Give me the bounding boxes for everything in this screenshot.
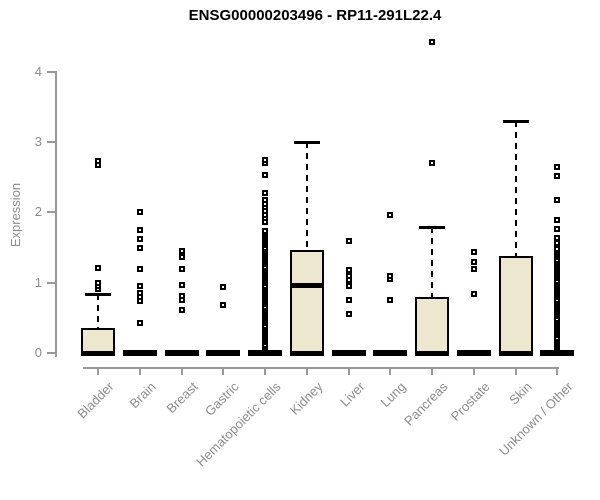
- x-tick: [222, 369, 225, 375]
- outlier-point: [470, 290, 477, 297]
- median-kidney: [289, 282, 324, 288]
- box-pancreas: [415, 296, 450, 356]
- outlier-point: [262, 197, 269, 204]
- whisker-cap-kidney: [293, 141, 320, 145]
- outlier-point: [95, 158, 102, 165]
- outlier-point: [345, 283, 352, 290]
- outlier-point: [178, 254, 185, 261]
- x-tick: [556, 369, 559, 375]
- box-kidney: [289, 249, 324, 356]
- whisker-bladder: [97, 293, 100, 328]
- x-tick: [431, 369, 434, 375]
- x-tick: [514, 369, 517, 375]
- outlier-point: [345, 297, 352, 304]
- flat-box-hematopoietic-cells: [248, 350, 283, 356]
- outlier-point: [178, 248, 185, 255]
- box-bottom-skin: [498, 351, 533, 356]
- box-bottom-bladder: [81, 351, 116, 356]
- outlier-point: [345, 272, 352, 279]
- outlier-point: [220, 302, 227, 309]
- outlier-point: [95, 280, 102, 287]
- outlier-point: [387, 273, 394, 280]
- outlier-point: [554, 245, 561, 252]
- outlier-point: [554, 172, 561, 179]
- outlier-point: [137, 236, 144, 243]
- outlier-point: [470, 249, 477, 256]
- whisker-skin: [514, 121, 517, 256]
- outlier-point: [220, 283, 227, 290]
- outlier-point: [554, 235, 561, 242]
- outlier-point: [345, 238, 352, 245]
- outlier-point: [345, 310, 352, 317]
- whisker-pancreas: [431, 227, 434, 297]
- x-tick: [389, 369, 392, 375]
- outlier-point: [470, 266, 477, 273]
- outlier-point: [429, 160, 436, 167]
- y-axis-line: [55, 71, 57, 357]
- x-tick: [264, 369, 267, 375]
- flat-box-prostate: [456, 350, 491, 356]
- outlier-point: [262, 156, 269, 163]
- outlier-point: [137, 265, 144, 272]
- y-tick-label: 3: [34, 134, 42, 150]
- outlier-point: [554, 226, 561, 233]
- x-tick: [97, 369, 100, 375]
- x-tick: [139, 369, 142, 375]
- x-tick: [180, 369, 183, 375]
- outlier-point: [262, 190, 269, 197]
- y-tick-label: 1: [34, 274, 42, 290]
- outlier-point: [345, 267, 352, 274]
- outlier-point: [137, 320, 144, 327]
- outlier-point: [262, 228, 269, 235]
- outlier-point: [178, 266, 185, 273]
- y-tick-label: 4: [34, 63, 42, 79]
- x-tick: [347, 369, 350, 375]
- outlier-point: [137, 208, 144, 215]
- flat-box-brain: [123, 350, 158, 356]
- y-tick: [47, 141, 55, 144]
- flat-box-liver: [331, 350, 366, 356]
- flat-box-breast: [164, 350, 199, 356]
- whisker-cap-pancreas: [419, 226, 446, 230]
- outlier-point: [554, 163, 561, 170]
- outlier-point: [387, 212, 394, 219]
- box-bottom-pancreas: [415, 351, 450, 356]
- outlier-point: [554, 197, 561, 204]
- whisker-cap-skin: [502, 120, 529, 123]
- whisker-cap-bladder: [85, 292, 112, 296]
- flat-box-gastric: [206, 350, 241, 356]
- outlier-point: [137, 245, 144, 252]
- box-bottom-kidney: [289, 351, 324, 356]
- outlier-point: [429, 38, 436, 45]
- outlier-point: [470, 258, 477, 265]
- flat-box-unknown-other: [540, 350, 575, 356]
- y-tick: [47, 211, 55, 214]
- outlier-point: [178, 307, 185, 314]
- outlier-point: [137, 290, 144, 297]
- outlier-point: [554, 217, 561, 224]
- x-tick: [472, 369, 475, 375]
- outlier-point: [137, 226, 144, 233]
- y-tick-label: 2: [34, 204, 42, 220]
- box-skin: [498, 255, 533, 356]
- outlier-point: [387, 296, 394, 303]
- outlier-point: [95, 264, 102, 271]
- outlier-point: [137, 283, 144, 290]
- y-tick: [47, 281, 55, 284]
- outlier-point: [178, 293, 185, 300]
- y-tick: [47, 352, 55, 354]
- x-axis-line: [83, 367, 559, 369]
- y-tick-label: 0: [34, 345, 42, 360]
- outlier-point: [262, 172, 269, 179]
- x-tick: [305, 369, 308, 375]
- outlier-point: [178, 281, 185, 288]
- whisker-kidney: [305, 142, 308, 250]
- chart-title: ENSG00000203496 - RP11-291L22.4: [188, 7, 442, 24]
- flat-box-lung: [373, 350, 408, 356]
- y-tick: [47, 70, 55, 73]
